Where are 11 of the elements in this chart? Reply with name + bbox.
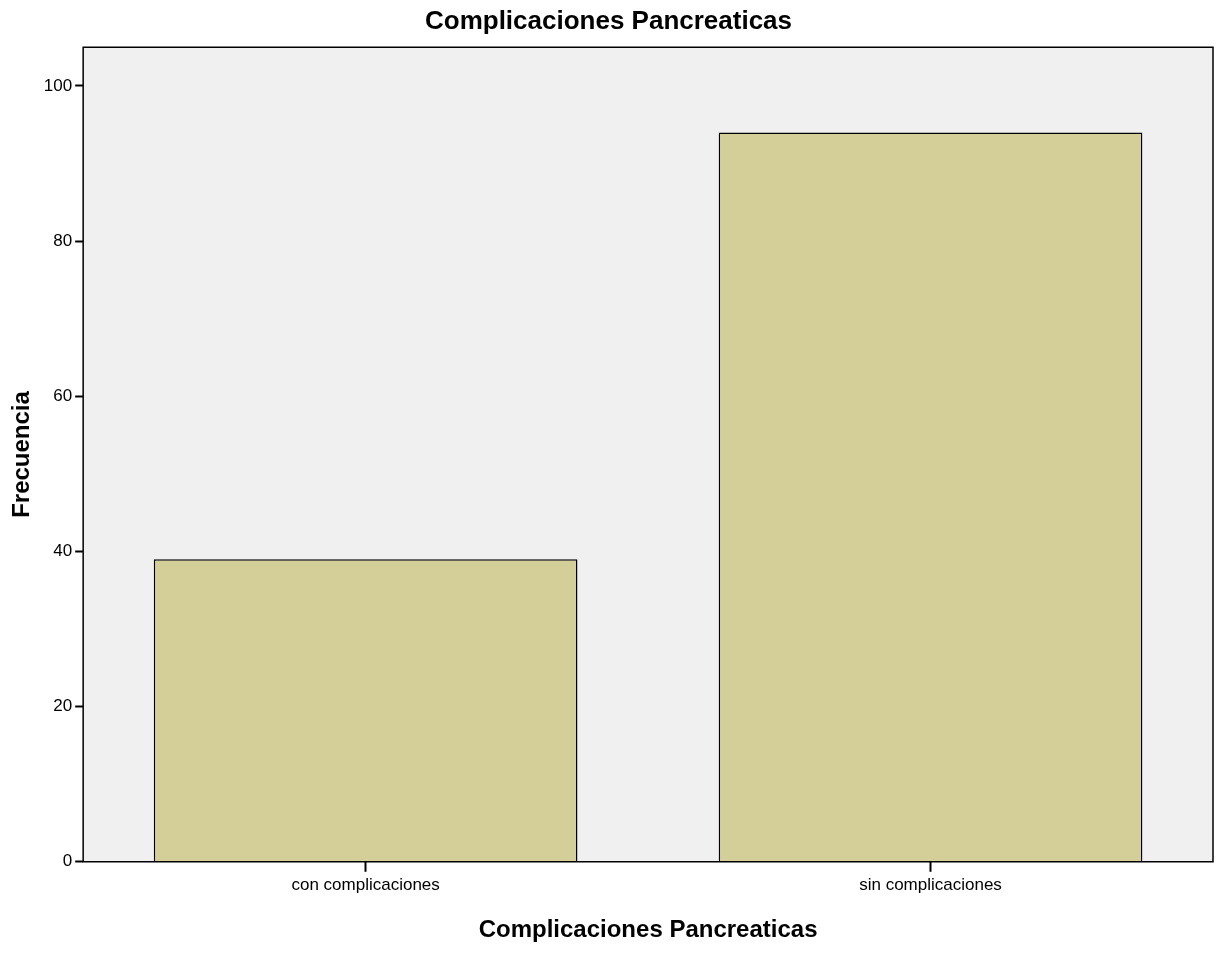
y-tick-label: 80 — [53, 230, 73, 250]
y-tick-label: 0 — [62, 851, 73, 871]
y-tick-label: 40 — [53, 541, 73, 561]
x-tick-label: sin complicaciones — [859, 874, 1002, 894]
y-axis-title: Frecuencia — [7, 390, 35, 518]
chart-title: Complicaciones Pancreaticas — [424, 4, 793, 35]
y-tick-label: 60 — [53, 386, 73, 405]
x-tick-label: con complicaciones — [291, 874, 440, 894]
y-tick-label: 20 — [53, 696, 73, 716]
x-axis-title: Complicaciones Pancreaticas — [478, 915, 818, 943]
y-tick-label: 100 — [43, 75, 73, 95]
